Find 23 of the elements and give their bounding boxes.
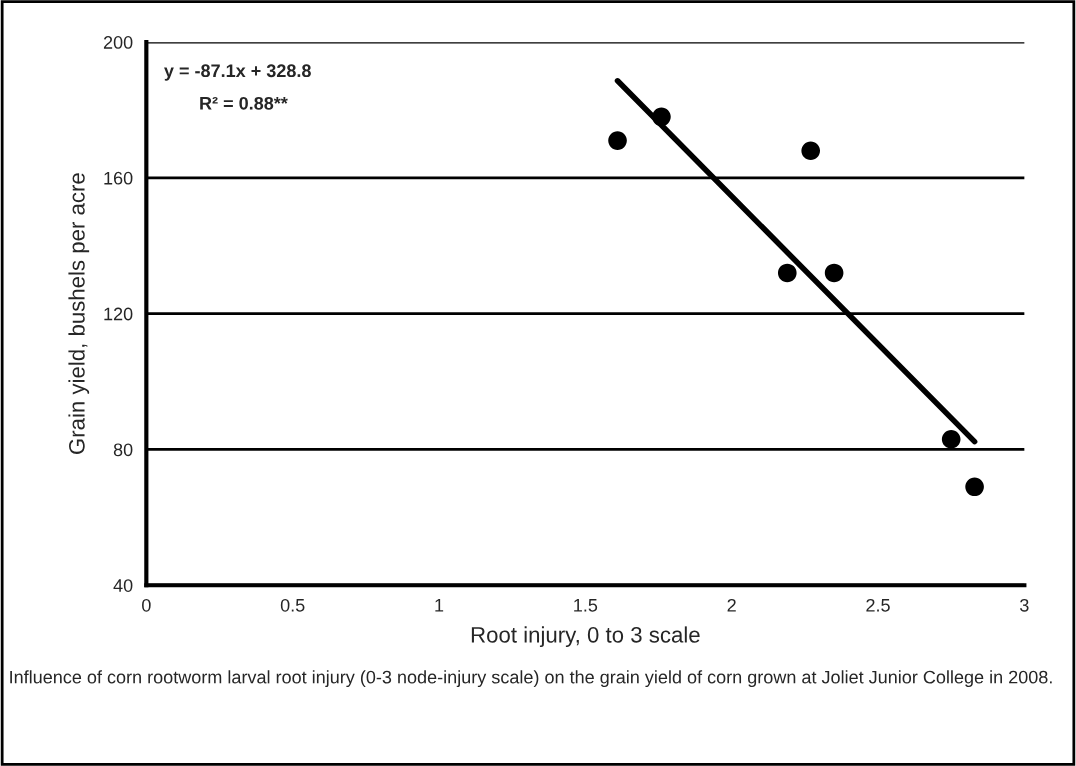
- x-tick-label: 1.5: [574, 599, 598, 612]
- x-tick-label: 2: [727, 598, 736, 612]
- point: [608, 131, 627, 150]
- x-tick-label: 2.5: [866, 598, 890, 612]
- y-tick-label: 80: [113, 443, 133, 457]
- x-axis-title: Root injury, 0 to 3 scale: [471, 626, 700, 648]
- y-tick-label: 120: [104, 307, 133, 321]
- text: Influence of corn rootworm larval root injury (0-3 node-injury scale) on the grain yield of corn grown at Joliet Junior College in 2008.: [10, 670, 1052, 688]
- y-tick-label: 40: [113, 579, 133, 592]
- point: [824, 263, 844, 283]
- y-tick-label: 160: [104, 171, 133, 185]
- point: [777, 263, 797, 283]
- x-tick-label: 0: [142, 598, 151, 612]
- point: [941, 429, 961, 449]
- annotation: y = -87.1x + 328.8: [164, 64, 311, 81]
- x-tick-label: 3: [1020, 598, 1029, 612]
- y-axis-title: Grain yield, bushels per acre: [68, 173, 90, 454]
- annotation: R² = 0.88**: [200, 96, 288, 110]
- x-tick-label: 0.5: [280, 598, 305, 612]
- y-tick-label: 200: [103, 36, 133, 49]
- x-tick-label: 1: [435, 599, 444, 612]
- point: [801, 141, 821, 161]
- point: [965, 477, 984, 497]
